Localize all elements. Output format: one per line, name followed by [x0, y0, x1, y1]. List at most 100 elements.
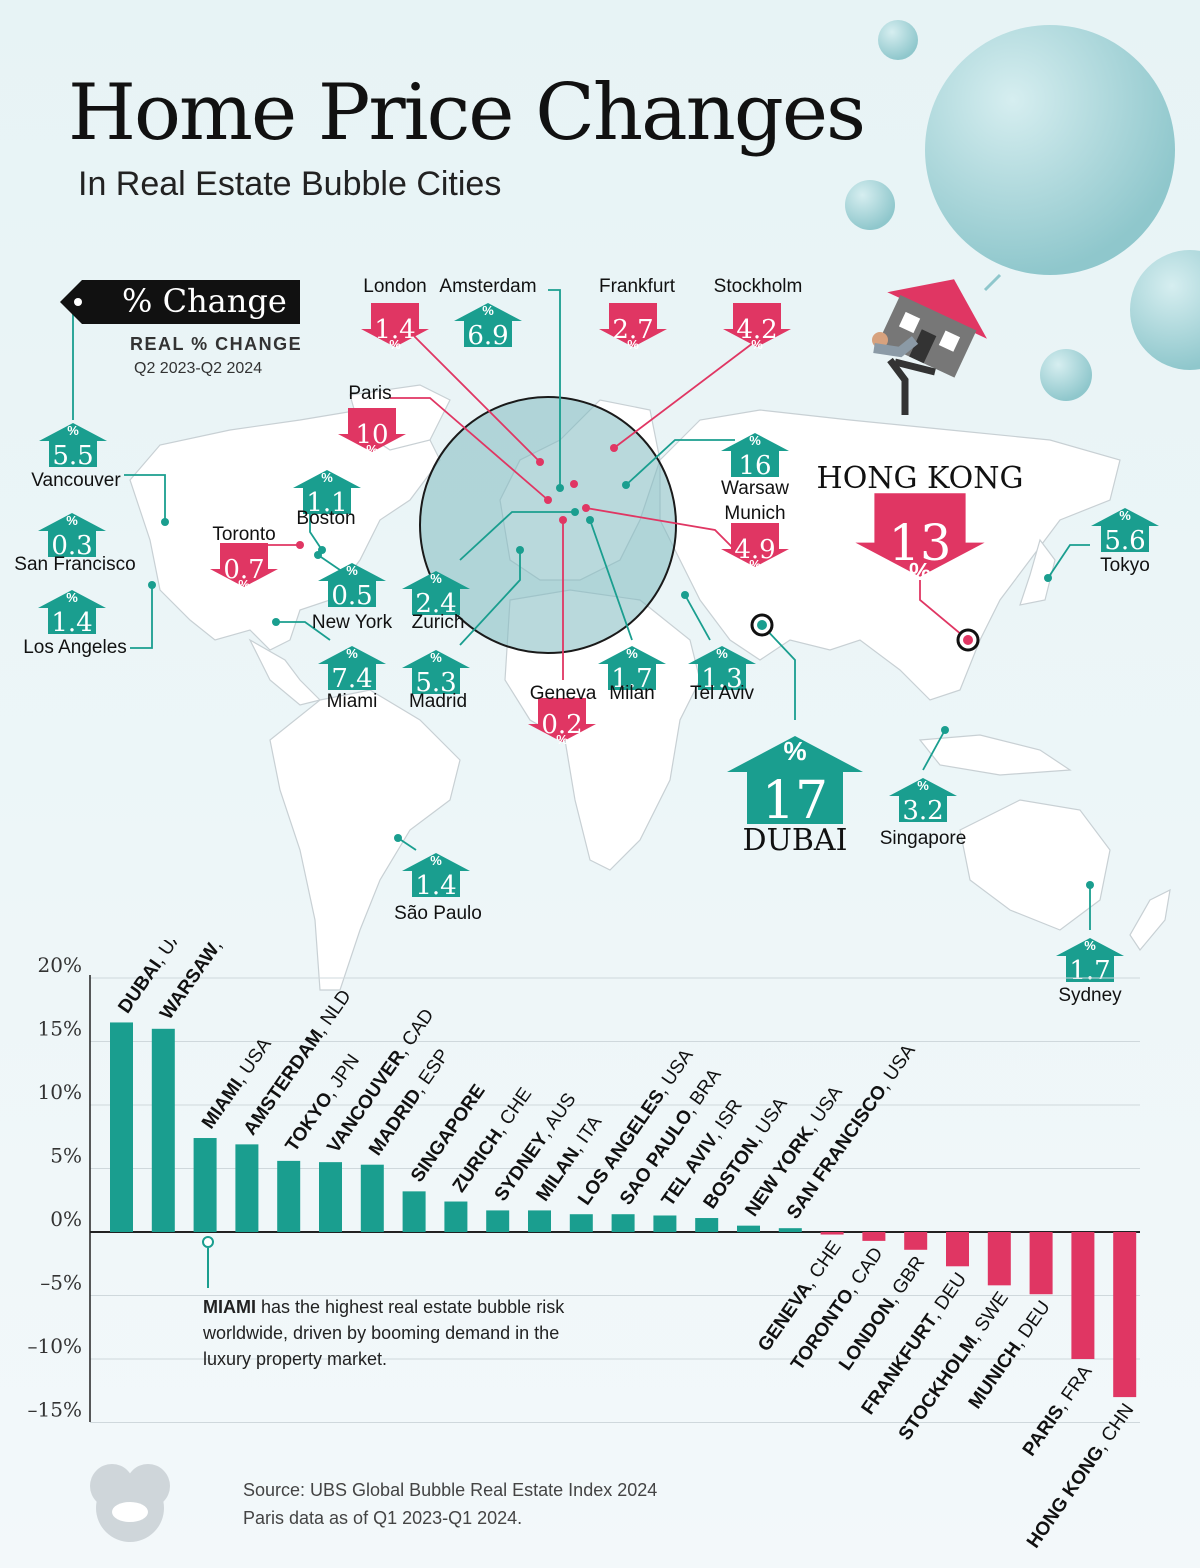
percent-symbol: %	[749, 433, 761, 448]
y-tick-label: 5%	[50, 1144, 82, 1168]
bar	[1071, 1232, 1095, 1359]
city-marker: 3.2% Singapore	[880, 778, 966, 849]
city-marker: 13% HONG KONG	[817, 461, 1024, 587]
city-name: Paris	[348, 383, 391, 404]
city-value: 16	[738, 451, 771, 481]
city-value: 0.5	[331, 581, 372, 611]
bar	[737, 1225, 760, 1232]
city-marker: 0.2% Geneva	[528, 683, 597, 747]
city-marker: 5.3% Madrid	[402, 650, 470, 712]
percent-symbol: %	[430, 650, 442, 665]
callout-dot	[202, 1236, 214, 1248]
percent-symbol: %	[430, 571, 442, 586]
city-dot	[161, 518, 169, 526]
bar	[486, 1210, 510, 1232]
city-name: Sydney	[1058, 985, 1122, 1006]
bar	[653, 1215, 677, 1232]
large-bubble	[925, 25, 1175, 275]
city-value: 5.6	[1104, 526, 1145, 556]
y-tick-label: 0%	[50, 1207, 82, 1231]
leader-line	[922, 729, 946, 771]
bar	[946, 1232, 969, 1267]
change-arrow-icon	[318, 646, 386, 690]
change-arrow-icon	[723, 303, 791, 347]
city-marker: 0.7% Toronto	[210, 524, 278, 592]
city-dot	[148, 581, 156, 589]
percent-symbol: %	[716, 646, 728, 661]
legend-line-2: Q2 2023-Q2 2024	[134, 360, 262, 377]
city-marker: 16% Warsaw	[721, 433, 789, 499]
percent-symbol: %	[1084, 938, 1096, 953]
percent-symbol: %	[783, 736, 806, 766]
city-marker: 2.7% Frankfurt	[599, 276, 676, 352]
change-arrow-icon	[402, 571, 470, 615]
bar-label-country: , USA	[801, 1082, 847, 1135]
city-dot	[622, 481, 630, 489]
city-value: 2.7	[612, 315, 653, 345]
percent-symbol: %	[346, 563, 358, 578]
city-marker: 1.1% Boston	[293, 470, 361, 529]
bubble-illustration	[845, 20, 1200, 415]
bubble	[1130, 250, 1200, 370]
city-marker: 1.7% Milan	[598, 646, 666, 704]
percent-symbol: %	[66, 513, 78, 528]
city-dot	[536, 458, 544, 466]
city-value: 1.4	[51, 608, 92, 638]
legend: % Change REAL % CHANGE Q2 2023-Q2 2024	[60, 280, 301, 377]
city-dot	[314, 551, 322, 559]
city-value: 0.2	[541, 710, 582, 740]
city-value: 5.5	[52, 441, 93, 471]
bar-label-country: , CHE	[799, 1237, 845, 1291]
y-tick-label: –5%	[40, 1271, 82, 1295]
change-arrow-icon	[39, 423, 107, 467]
leader-line	[919, 580, 969, 641]
city-name: Boston	[296, 508, 355, 529]
bar	[402, 1191, 426, 1232]
indonesia-shape	[918, 734, 1072, 776]
legend-tag-shape	[60, 280, 300, 324]
change-arrow-icon	[38, 513, 106, 557]
city-name: São Paulo	[394, 903, 482, 924]
leader-line	[589, 519, 633, 641]
leader-line	[407, 329, 541, 463]
bar	[110, 1022, 133, 1232]
percent-symbol: %	[321, 470, 333, 485]
bar-label-country: , USA	[874, 1040, 920, 1093]
city-value: 4.2	[736, 315, 777, 345]
city-value: 3.2	[902, 796, 943, 826]
city-value: 2.4	[415, 589, 456, 619]
source-line: Source: UBS Global Bubble Real Estate In…	[243, 1480, 658, 1500]
bar	[862, 1232, 886, 1241]
city-value: 5.3	[415, 668, 456, 698]
bar-label-country: , ISR	[705, 1096, 746, 1143]
city-dot-center	[757, 620, 767, 630]
bar-chart: 20% 15% 10% 5% 0% –5% –10% –15% DUBAI, UAEWARSA…	[28, 940, 1140, 1552]
bar	[528, 1210, 551, 1232]
house-icon	[878, 279, 987, 378]
city-name: Vancouver	[31, 470, 121, 491]
city-name: Munich	[724, 503, 785, 524]
note-bold: MIAMI	[203, 1297, 256, 1317]
new-zealand-shape	[1129, 888, 1171, 952]
europe-zoom-bubble	[419, 396, 677, 654]
bar	[820, 1232, 844, 1235]
leader-line	[1047, 544, 1090, 579]
percent-symbol: %	[749, 557, 761, 572]
city-name: Amsterdam	[439, 276, 536, 297]
world-map: 1.4% London 6.9% Amsterdam 2.7% Frankfurt 4.2%…	[14, 276, 1171, 1006]
percent-symbol: %	[909, 560, 931, 587]
city-name: Warsaw	[721, 478, 789, 499]
bar-label-city: MIAMI	[198, 1075, 247, 1133]
city-value: 1.4	[374, 315, 415, 345]
city-value: 1.3	[701, 664, 742, 694]
bar-label-country: , SWE	[965, 1288, 1013, 1344]
city-value: 1.7	[1069, 956, 1110, 986]
city-value: 1.1	[306, 488, 347, 518]
australia-shape	[959, 799, 1111, 931]
city-value: 6.9	[467, 321, 508, 351]
bar	[987, 1232, 1011, 1286]
bar	[1029, 1232, 1053, 1295]
bar	[444, 1201, 468, 1232]
city-marker: 5.5% Vancouver	[31, 423, 121, 491]
leader-line	[276, 621, 331, 641]
